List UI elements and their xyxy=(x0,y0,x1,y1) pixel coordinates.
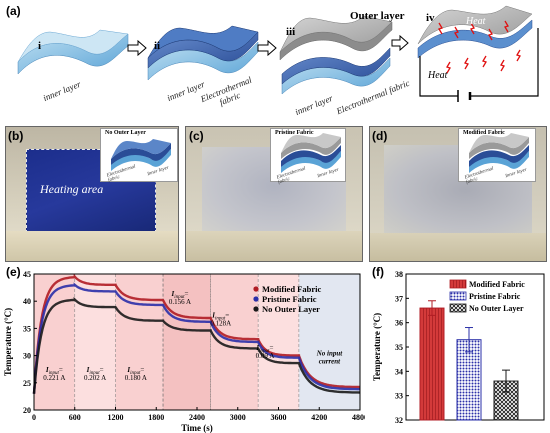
chart-e: 0 600 1200 1800 2400 3000 3600 4200 4800 20 25 30 35… xyxy=(3,270,365,433)
y-tick-label: 36 xyxy=(395,319,403,328)
series-line-no-outer-layer xyxy=(32,296,361,394)
current-value: 0.156 A xyxy=(169,298,191,306)
y-tick-label: 37 xyxy=(395,294,403,303)
x-axis-label: Time (s) xyxy=(181,423,213,433)
chart-f: 32 33 34 35 36 37 38 Temperature (°C) Modified F… xyxy=(372,270,545,425)
y-tick-label: 33 xyxy=(395,392,403,401)
step-i-label: i xyxy=(38,40,42,52)
panel-a-label: (a) xyxy=(6,4,21,18)
inset-c-title: Pristine Fabric xyxy=(275,130,314,136)
legend-label: No Outer Layer xyxy=(262,304,320,314)
current-value: 0.180 A xyxy=(125,374,147,382)
current-value: 0.202 A xyxy=(84,374,106,382)
y-tick-label: 45 xyxy=(23,270,31,279)
segment-band xyxy=(115,274,164,410)
legend-label: Modified Fabric xyxy=(469,280,525,289)
step-iv-label: iv xyxy=(426,12,435,24)
panel-e-label: (e) xyxy=(6,265,21,279)
highlight-segment xyxy=(162,273,211,411)
current-value: 0.09 A xyxy=(256,352,275,360)
x-tick-label: 600 xyxy=(69,413,81,422)
panel-f-label: (f) xyxy=(372,265,384,279)
step-iii-label: iii xyxy=(286,26,296,38)
step-iii-sheets xyxy=(279,15,393,95)
heat-top-label: Heat xyxy=(466,16,486,27)
x-tick-label: 3000 xyxy=(230,413,246,422)
current-label: Iinput= xyxy=(255,344,273,354)
y-tick-label: 38 xyxy=(395,270,403,279)
legend-label: Pristine Fabric xyxy=(262,294,317,304)
step-iii-outer-label: Outer layer xyxy=(350,10,405,22)
legend-label: Modified Fabric xyxy=(262,284,321,294)
current-label: Iinput= xyxy=(126,366,144,376)
step-ii-sheets xyxy=(147,25,259,81)
x-tick-label: 1200 xyxy=(108,413,124,422)
inset-c: Pristine Fabric Electrothermal fabric In… xyxy=(270,128,346,185)
legend-swatch xyxy=(449,291,467,301)
current-value: 0.221 A xyxy=(43,374,65,382)
bar-modified-fabric xyxy=(419,307,445,421)
heating-area-text: Heating area xyxy=(40,182,104,196)
x-tick-label: 1800 xyxy=(148,413,164,422)
legend-label: No Outer Layer xyxy=(469,304,524,313)
inset-b-title: No Outer Layer xyxy=(105,130,146,136)
y-tick-label: 35 xyxy=(395,343,403,352)
current-value: 0.128A xyxy=(210,320,231,328)
y-tick-label: 35 xyxy=(23,324,31,333)
inset-d: Modified Fabric Electrothermal fabric In… xyxy=(458,128,536,185)
current-label: Iinput= xyxy=(86,366,104,376)
legend-swatch xyxy=(449,279,467,289)
x-tick-label: 3600 xyxy=(271,413,287,422)
photo-c xyxy=(185,126,363,262)
segment-band xyxy=(74,274,116,410)
legend-swatch xyxy=(449,303,467,313)
step-i-sheet xyxy=(17,29,129,75)
panel-a-schematic xyxy=(17,5,539,102)
legend-marker xyxy=(253,306,259,312)
arrow-1-icon xyxy=(127,39,147,57)
step-ii-label: ii xyxy=(154,40,161,52)
step-iv-sheets xyxy=(417,5,539,102)
inset-b: No Outer Layer Electrothermal fabric Inn… xyxy=(100,128,178,183)
legend-marker xyxy=(253,296,259,302)
legend-marker xyxy=(253,286,259,292)
arrow-3-icon xyxy=(391,34,409,52)
arrow-2-icon xyxy=(257,39,277,57)
y-axis-label: Temperature (°C) xyxy=(372,313,382,381)
legend-label: Pristine Fabric xyxy=(469,292,521,301)
photo-d-label: (d) xyxy=(372,129,388,143)
series-line-pristine-fabric xyxy=(32,282,360,394)
y-tick-label: 25 xyxy=(23,379,31,388)
current-label: Iinput= xyxy=(171,290,189,300)
heat-arrows-icon xyxy=(438,20,521,74)
inset-d-title: Modified Fabric xyxy=(463,130,505,136)
x-tick-label: 0 xyxy=(32,413,36,422)
series-line-modified-fabric xyxy=(32,273,360,394)
segment-band xyxy=(258,274,299,410)
heat-bottom-label: Heat xyxy=(428,70,448,81)
y-tick-label: 32 xyxy=(395,416,403,425)
photo-b-label: (b) xyxy=(8,129,24,143)
current-value: current xyxy=(319,358,341,366)
current-label: No input xyxy=(316,350,344,358)
y-tick-label: 40 xyxy=(23,297,31,306)
y-axis-label: Temperature (°C) xyxy=(3,308,13,376)
segment-band xyxy=(163,274,211,410)
current-label: Iinput= xyxy=(45,366,63,376)
x-tick-label: 4200 xyxy=(311,413,327,422)
current-label: Iinput= xyxy=(211,312,229,322)
y-tick-label: 20 xyxy=(23,406,31,415)
y-tick-label: 30 xyxy=(23,352,31,361)
photo-c-label: (c) xyxy=(189,129,204,143)
x-tick-label: 4800 xyxy=(352,413,365,422)
y-tick-label: 34 xyxy=(395,367,403,376)
x-tick-label: 2400 xyxy=(189,413,205,422)
